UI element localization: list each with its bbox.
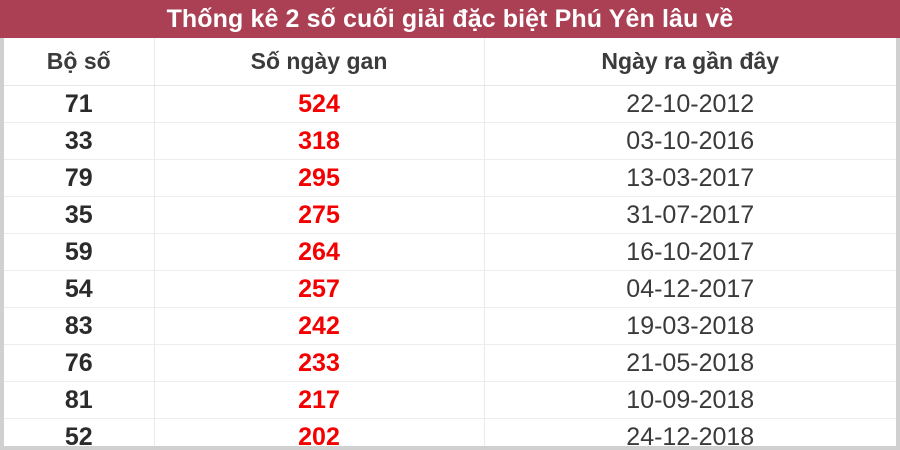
table-row[interactable]: 79 295 13-03-2017: [4, 159, 896, 197]
cell-ngay-ra-gan-day: 16-10-2017: [483, 233, 896, 271]
cell-bo-so: 76: [4, 344, 154, 382]
cell-bo-so: 83: [4, 307, 154, 345]
cell-bo-so: 54: [4, 270, 154, 308]
cell-so-ngay-gan: 295: [153, 159, 484, 197]
table-row[interactable]: 54 257 04-12-2017: [4, 270, 896, 308]
table-row[interactable]: 76 233 21-05-2018: [4, 344, 896, 382]
cell-bo-so: 71: [4, 85, 154, 123]
table-body: 71 524 22-10-2012 33 318 03-10-2016 79 295 13-03…: [4, 85, 896, 446]
cell-bo-so: 52: [4, 418, 154, 446]
cell-bo-so: 81: [4, 381, 154, 419]
table-row[interactable]: 52 202 24-12-2018: [4, 418, 896, 446]
cell-ngay-ra-gan-day: 21-05-2018: [483, 344, 896, 382]
cell-ngay-ra-gan-day: 22-10-2012: [483, 85, 896, 123]
table-header-row: Bộ số Số ngày gan Ngày ra gần đây: [4, 38, 896, 86]
cell-ngay-ra-gan-day: 19-03-2018: [483, 307, 896, 345]
cell-so-ngay-gan: 524: [153, 85, 484, 123]
cell-so-ngay-gan: 233: [153, 344, 484, 382]
cell-ngay-ra-gan-day: 13-03-2017: [483, 159, 896, 197]
table-row[interactable]: 35 275 31-07-2017: [4, 196, 896, 234]
table-frame: Bộ số Số ngày gan Ngày ra gần đây 71 524 2…: [0, 38, 900, 450]
cell-bo-so: 33: [4, 122, 154, 160]
widget-title: Thống kê 2 số cuối giải đặc biệt Phú Yên…: [0, 0, 900, 38]
cell-so-ngay-gan: 242: [153, 307, 484, 345]
table-head: Bộ số Số ngày gan Ngày ra gần đây: [4, 38, 896, 86]
cell-so-ngay-gan: 264: [153, 233, 484, 271]
cell-ngay-ra-gan-day: 10-09-2018: [483, 381, 896, 419]
statistics-table: Bộ số Số ngày gan Ngày ra gần đây 71 524 2…: [4, 38, 896, 446]
cell-ngay-ra-gan-day: 31-07-2017: [483, 196, 896, 234]
cell-bo-so: 35: [4, 196, 154, 234]
cell-so-ngay-gan: 318: [153, 122, 484, 160]
column-header-so-ngay-gan[interactable]: Số ngày gan: [153, 38, 484, 86]
table-row[interactable]: 71 524 22-10-2012: [4, 85, 896, 123]
cell-so-ngay-gan: 257: [153, 270, 484, 308]
cell-so-ngay-gan: 275: [153, 196, 484, 234]
cell-ngay-ra-gan-day: 04-12-2017: [483, 270, 896, 308]
table-row[interactable]: 33 318 03-10-2016: [4, 122, 896, 160]
column-header-bo-so[interactable]: Bộ số: [4, 38, 154, 86]
cell-bo-so: 59: [4, 233, 154, 271]
cell-so-ngay-gan: 217: [153, 381, 484, 419]
table-row[interactable]: 59 264 16-10-2017: [4, 233, 896, 271]
table-row[interactable]: 81 217 10-09-2018: [4, 381, 896, 419]
cell-so-ngay-gan: 202: [153, 418, 484, 446]
cell-ngay-ra-gan-day: 24-12-2018: [483, 418, 896, 446]
cell-ngay-ra-gan-day: 03-10-2016: [483, 122, 896, 160]
cell-bo-so: 79: [4, 159, 154, 197]
table-row[interactable]: 83 242 19-03-2018: [4, 307, 896, 345]
column-header-ngay-ra-gan-day[interactable]: Ngày ra gần đây: [483, 38, 896, 86]
